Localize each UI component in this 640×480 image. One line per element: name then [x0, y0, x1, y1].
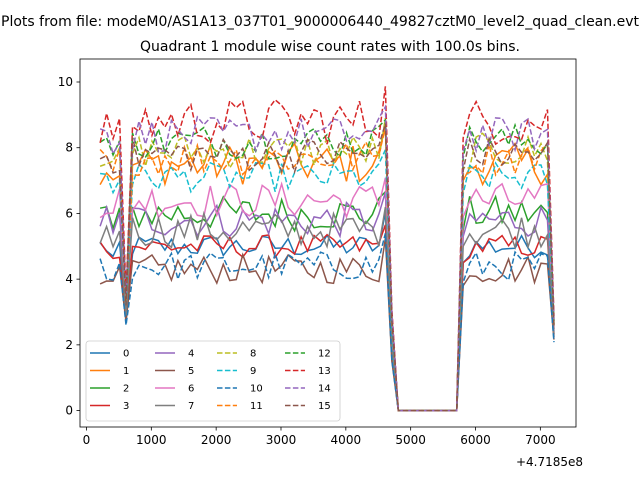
series-line-15 [99, 123, 555, 412]
legend-label-15: 15 [318, 401, 331, 412]
legend-label-6: 6 [188, 384, 194, 395]
x-tick-label: 0 [83, 433, 91, 447]
x-tick-label: 2000 [201, 433, 232, 447]
x-tick-label: 3000 [266, 433, 297, 447]
y-tick-label: 8 [65, 141, 73, 155]
legend-label-13: 13 [318, 366, 331, 377]
y-tick-label: 2 [65, 338, 73, 352]
legend-label-4: 4 [188, 349, 194, 360]
series-line-7 [99, 206, 555, 412]
legend-label-3: 3 [123, 401, 129, 412]
legend-frame [85, 340, 341, 422]
legend-label-2: 2 [123, 384, 129, 395]
series-line-6 [99, 177, 555, 412]
y-tick-label: 0 [65, 404, 73, 418]
y-tick-label: 6 [65, 206, 73, 220]
series-line-11 [99, 127, 555, 412]
legend-label-8: 8 [250, 349, 256, 360]
series-line-13 [99, 86, 555, 412]
chart-title: Quadrant 1 module wise count rates with … [140, 39, 520, 55]
y-tick-label: 4 [65, 272, 73, 286]
legend-label-11: 11 [250, 401, 263, 412]
legend-label-9: 9 [250, 366, 256, 377]
figure-suptitle: Plots from file: modeM0/AS1A13_037T01_90… [1, 14, 639, 30]
x-tick-label: 1000 [136, 433, 167, 447]
series-line-2 [99, 190, 555, 412]
x-tick-label: 5000 [395, 433, 426, 447]
series-line-3 [99, 224, 555, 412]
axes-frame [79, 58, 577, 428]
legend-label-7: 7 [188, 401, 194, 412]
series-line-9 [99, 149, 555, 412]
x-tick-label: 6000 [460, 433, 491, 447]
series-line-14 [99, 104, 555, 412]
plot-area [99, 86, 555, 412]
legend-label-10: 10 [250, 384, 263, 395]
legend-label-5: 5 [188, 366, 194, 377]
series-line-5 [99, 238, 555, 412]
legend-label-1: 1 [123, 366, 129, 377]
series-line-10 [99, 233, 555, 412]
legend-label-12: 12 [318, 349, 331, 360]
x-tick-label: 4000 [331, 433, 362, 447]
legend-label-0: 0 [123, 349, 129, 360]
x-axis-offset-label: +4.7185e8 [516, 455, 583, 469]
series-line-8 [99, 118, 555, 412]
y-tick-label: 10 [58, 75, 73, 89]
x-tick-label: 7000 [525, 433, 556, 447]
legend-label-14: 14 [318, 384, 331, 395]
series-line-12 [99, 118, 555, 412]
